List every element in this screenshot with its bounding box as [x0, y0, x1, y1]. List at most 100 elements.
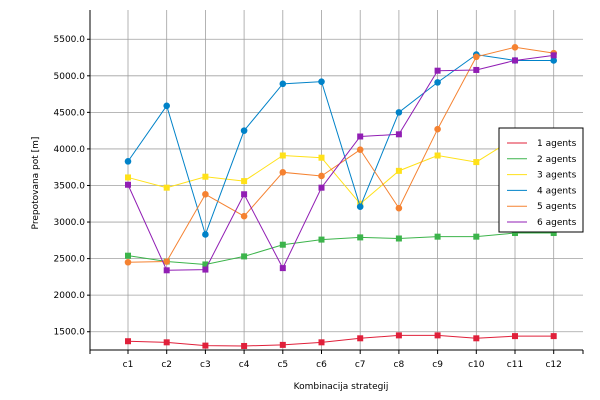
data-point — [202, 190, 209, 198]
data-point — [241, 191, 248, 198]
data-point — [318, 154, 325, 161]
series-line — [127, 334, 554, 347]
data-point — [395, 332, 402, 339]
data-point — [550, 333, 557, 340]
data-point — [124, 258, 132, 266]
series-1 — [125, 332, 557, 349]
data-point — [125, 252, 131, 259]
data-point — [512, 57, 518, 64]
data-point — [125, 338, 131, 345]
data-point — [125, 181, 131, 188]
data-point — [473, 159, 480, 166]
data-point — [318, 78, 325, 85]
legend-label: 1 agents — [537, 139, 577, 149]
series-line — [127, 232, 554, 265]
x-tick-label: c6 — [316, 360, 327, 370]
data-point — [163, 339, 170, 346]
data-point — [395, 235, 402, 242]
data-point — [318, 184, 325, 191]
data-point — [202, 173, 209, 180]
data-point — [163, 102, 170, 110]
legend-box — [498, 127, 584, 233]
data-point — [202, 266, 209, 273]
legend-label: 6 agents — [537, 218, 577, 228]
x-tick-label: c10 — [468, 360, 485, 370]
x-tick-label: c3 — [200, 360, 211, 370]
x-tick-label: c12 — [545, 360, 561, 370]
data-point — [511, 43, 519, 51]
data-point — [434, 233, 441, 240]
data-point — [279, 265, 286, 272]
series-2 — [125, 230, 557, 268]
data-point — [434, 332, 441, 339]
y-tick-label: 4500.0 — [54, 108, 86, 118]
series-4 — [124, 51, 557, 238]
series-line — [127, 134, 554, 205]
data-point — [357, 234, 364, 241]
data-point — [434, 79, 441, 86]
data-point — [434, 125, 441, 133]
x-tick-label: c8 — [394, 360, 405, 370]
legend-label: 3 agents — [537, 171, 577, 181]
series-5 — [124, 43, 557, 266]
data-point — [550, 57, 557, 64]
x-tick-label: c2 — [161, 360, 172, 370]
series-6 — [125, 52, 557, 274]
data-point — [512, 333, 518, 340]
data-point — [434, 152, 441, 159]
legend-label: 4 agents — [537, 186, 577, 196]
data-point — [318, 172, 325, 180]
data-point — [473, 233, 480, 240]
y-tick-label: 2500.0 — [54, 255, 86, 265]
y-tick-label: 3000.0 — [54, 218, 86, 228]
x-tick-label: c1 — [123, 360, 134, 370]
data-point — [473, 53, 480, 61]
data-point — [241, 178, 248, 185]
legend-label: 2 agents — [537, 155, 577, 165]
y-tick-label: 5500.0 — [54, 35, 86, 45]
y-tick-label: 2000.0 — [54, 291, 86, 301]
data-point — [241, 342, 248, 349]
data-point — [240, 212, 248, 220]
x-axis-title: Kombinacija strategij — [294, 382, 389, 392]
data-point — [202, 231, 209, 238]
y-axis-title: Prepotovana pot [m] — [31, 137, 41, 230]
data-point — [202, 261, 209, 268]
data-point — [279, 80, 287, 88]
data-point — [512, 230, 518, 237]
x-tick-label: c11 — [507, 360, 523, 370]
data-point — [357, 335, 364, 342]
axes-layer: 1500.0 2000.0 2500.0 3000.0 3500.0 4000.0 4500… — [54, 10, 584, 370]
grid-layer — [90, 10, 583, 350]
data-point — [279, 241, 286, 248]
data-point — [279, 152, 286, 159]
data-point — [550, 52, 557, 59]
data-point — [202, 342, 209, 349]
data-point — [356, 203, 364, 210]
data-point — [473, 66, 480, 73]
data-point — [279, 169, 287, 176]
data-point — [395, 204, 403, 212]
series-line — [127, 46, 554, 263]
data-point — [356, 146, 364, 153]
data-point — [434, 67, 441, 74]
data-point — [318, 339, 325, 346]
x-tick-label: c4 — [239, 360, 250, 370]
data-point — [395, 131, 402, 138]
series-layer — [124, 43, 557, 349]
data-point — [550, 230, 557, 237]
x-tick-label: c7 — [355, 360, 366, 370]
data-point — [395, 109, 403, 116]
data-point — [163, 267, 170, 274]
data-point — [473, 335, 480, 342]
series-line — [127, 54, 554, 271]
x-tick-label: c5 — [277, 360, 288, 370]
data-point — [124, 158, 132, 165]
data-point — [357, 133, 364, 140]
data-point — [241, 253, 248, 260]
data-point — [163, 184, 170, 191]
y-tick-label: 3500.0 — [54, 181, 86, 191]
y-tick-label: 4000.0 — [54, 145, 86, 155]
data-point — [279, 341, 286, 348]
